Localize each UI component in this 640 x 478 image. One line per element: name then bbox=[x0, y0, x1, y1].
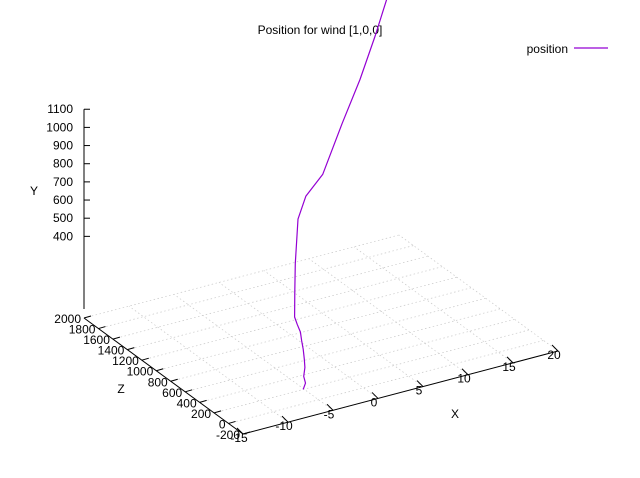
z-tick-mark bbox=[112, 336, 121, 340]
z-axis-line bbox=[83, 317, 244, 435]
z-tick-label: 1800 bbox=[69, 323, 96, 337]
z-tick-label: 1400 bbox=[98, 344, 125, 358]
grid-line-x bbox=[173, 294, 334, 411]
x-tick-mark bbox=[461, 368, 469, 376]
z-tick-label: 1600 bbox=[83, 333, 110, 347]
grid-line-x bbox=[218, 282, 379, 399]
legend-label: position bbox=[527, 42, 568, 56]
z-tick-label: 400 bbox=[177, 396, 197, 410]
x-axis-label: X bbox=[451, 407, 459, 421]
x-tick-label: -15 bbox=[230, 431, 248, 445]
z-tick-label: 1000 bbox=[127, 365, 154, 379]
x-tick-label: 20 bbox=[547, 348, 561, 362]
z-tick-mark bbox=[185, 389, 193, 393]
legend: position bbox=[527, 42, 608, 56]
z-tick-label: 600 bbox=[162, 386, 182, 400]
y-tick-label: 1100 bbox=[47, 102, 73, 116]
y-tick-label: 600 bbox=[53, 193, 73, 207]
grid-line-x bbox=[353, 246, 514, 364]
grid-line-x bbox=[128, 305, 289, 423]
x-tick-label: 15 bbox=[502, 360, 516, 374]
y-tick-label: 400 bbox=[53, 229, 73, 243]
y-axis-label: Y bbox=[30, 184, 38, 198]
series-line-position bbox=[294, 0, 388, 390]
grid-line-x bbox=[263, 270, 424, 387]
series bbox=[294, 0, 388, 390]
z-tick-label: 800 bbox=[148, 375, 168, 389]
x-tick-mark bbox=[551, 344, 559, 352]
z-tick-mark bbox=[242, 431, 251, 435]
z-tick-mark bbox=[127, 347, 135, 351]
x-tick-label: 5 bbox=[416, 384, 423, 398]
x-tick-label: 10 bbox=[457, 372, 471, 386]
z-tick-label: 1200 bbox=[112, 354, 139, 368]
z-tick-mark bbox=[98, 326, 106, 330]
grid-line-x bbox=[398, 234, 559, 352]
y-tick-label: 1000 bbox=[46, 120, 73, 134]
x-tick-mark bbox=[326, 403, 334, 411]
chart-title: Position for wind [1,0,0] bbox=[258, 23, 383, 37]
x-axis-line bbox=[242, 350, 559, 435]
y-tick-label: 700 bbox=[53, 175, 73, 189]
x-tick-mark bbox=[506, 356, 514, 364]
z-axis-label: Z bbox=[117, 382, 124, 396]
grid-line-x bbox=[308, 258, 469, 375]
z-tick-mark bbox=[170, 378, 178, 382]
z-tick-label: -200 bbox=[216, 428, 240, 442]
ticks: -15-10-505101520-20002004006008001000120… bbox=[46, 102, 561, 445]
x-tick-mark bbox=[281, 415, 289, 423]
x-tick-label: -5 bbox=[324, 407, 335, 421]
z-tick-mark bbox=[156, 368, 164, 372]
axes bbox=[83, 109, 559, 435]
z-tick-mark bbox=[213, 410, 222, 414]
x-tick-label: 0 bbox=[371, 395, 378, 409]
y-tick-label: 900 bbox=[53, 139, 73, 153]
z-tick-label: 2000 bbox=[54, 312, 81, 326]
z-tick-label: 200 bbox=[191, 407, 211, 421]
x-tick-mark bbox=[371, 392, 379, 399]
y-tick-label: 500 bbox=[53, 211, 73, 225]
x-tick-mark bbox=[416, 380, 424, 387]
x-tick-mark bbox=[236, 427, 244, 435]
z-tick-label: 0 bbox=[219, 417, 226, 431]
z-tick-mark bbox=[141, 357, 149, 361]
z-tick-mark bbox=[83, 315, 92, 319]
floor-grid bbox=[83, 234, 559, 435]
z-tick-mark bbox=[228, 420, 236, 424]
y-tick-label: 800 bbox=[53, 157, 73, 171]
z-tick-mark bbox=[199, 399, 207, 403]
x-tick-label: -10 bbox=[275, 419, 293, 433]
